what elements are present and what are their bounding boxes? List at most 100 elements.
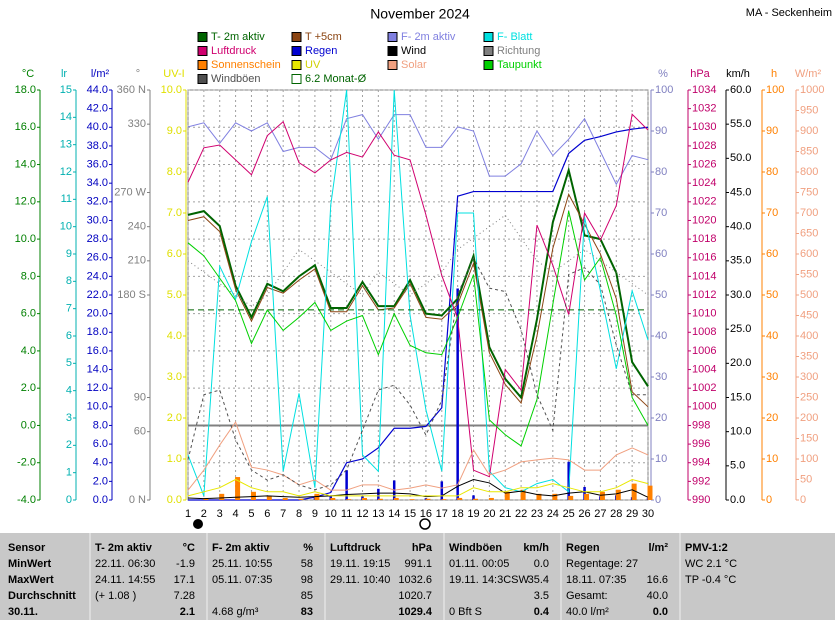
y-tick-label: 44.0: [87, 84, 108, 96]
column-header: F- 2m aktiv: [212, 542, 270, 554]
legend-label: T +5cm: [305, 31, 342, 43]
legend-label: Taupunkt: [497, 59, 542, 71]
y-tick-label: 8.0: [167, 166, 182, 178]
y-tick-label: 16.0: [15, 121, 36, 133]
y-tick-label: 2.0: [167, 412, 182, 424]
cell-value: 1020.7: [398, 590, 432, 602]
cell-value: 2.1: [180, 606, 195, 618]
stats-table: Sensor MinWert MaxWert Durchschnitt 30.11. T-…: [0, 533, 835, 620]
bar: [425, 498, 431, 500]
y-tick-label: 3.0: [167, 371, 182, 383]
cell-value: 16.6: [647, 574, 668, 586]
y-tick-label: 14.0: [87, 363, 108, 375]
y-tick-label: 10.0: [87, 401, 108, 413]
cell-value: 1029.4: [398, 606, 433, 618]
x-tick-label: 24: [547, 508, 559, 520]
y-tick-label: 15.0: [730, 391, 751, 403]
rain-total-line: [188, 126, 649, 501]
legend-label: F- Blatt: [497, 31, 532, 43]
y-tick-label: 10: [766, 453, 778, 465]
legend-label: 6.2 Monat-Ø: [305, 73, 367, 85]
bar: [536, 493, 542, 500]
series-line: [187, 89, 649, 497]
y-tick-label: 4: [66, 385, 72, 397]
y-tick-label: 1026: [692, 158, 716, 170]
y-tick-label: 70: [655, 207, 667, 219]
axis-unit: hPa: [690, 68, 710, 80]
bar: [409, 499, 415, 500]
series-line: [187, 113, 649, 478]
y-tick-label: 50: [655, 289, 667, 301]
y-tick-label: 20.0: [730, 357, 751, 369]
cell-value: 98: [301, 574, 313, 586]
y-tick-label: 90: [766, 125, 778, 137]
cell-text: 29.11. 10:40: [330, 574, 390, 586]
y-tick-label: 70: [766, 207, 778, 219]
y-tick-label: 100: [766, 84, 784, 96]
y-tick-label: 6.0: [93, 438, 108, 450]
bar: [488, 497, 494, 500]
y-tick-label: 55.0: [730, 118, 751, 130]
y-tick-label: 0.0: [730, 494, 745, 506]
x-tick-label: 5: [248, 508, 254, 520]
y-tick-label: 12.0: [15, 196, 36, 208]
cell-text: 40.0 l/m²: [566, 606, 609, 618]
column-header: Windböen: [449, 542, 502, 554]
y-tick-label: 0: [800, 494, 806, 506]
y-tick-label: 8.0: [93, 419, 108, 431]
y-tick-label: 100: [655, 84, 673, 96]
new-moon-icon: [193, 519, 203, 529]
x-tick-label: 13: [372, 508, 384, 520]
y-tick-label: 2: [66, 439, 72, 451]
legend-label: Richtung: [497, 45, 540, 57]
y-tick-label: 8: [66, 275, 72, 287]
y-tick-label: 10.0: [15, 233, 36, 245]
y-tick-label: 18.0: [87, 326, 108, 338]
axis-unit: UV-I: [163, 68, 184, 80]
y-tick-label: 5: [66, 357, 72, 369]
y-tick-label: 180 S: [117, 289, 146, 301]
x-tick-label: 4: [233, 508, 239, 520]
column-unit: %: [303, 542, 313, 554]
row-label: Sensor: [8, 542, 46, 554]
full-moon-icon: [419, 518, 431, 530]
y-tick-label: 11: [61, 193, 72, 205]
y-tick-label: 1032: [692, 103, 716, 115]
y-tick-label: 1000: [800, 84, 824, 96]
series-line: [187, 193, 649, 408]
bar: [583, 486, 586, 500]
y-tick-label: 80: [655, 166, 667, 178]
axis-unit: lr: [61, 68, 67, 80]
column-header: T- 2m aktiv: [95, 542, 153, 554]
y-tick-label: 6.0: [21, 308, 36, 320]
cell-value: 40.0: [647, 590, 668, 602]
cell-value: 0.0: [653, 606, 668, 618]
legend-swatch: [387, 32, 398, 42]
cell-text: 19.11. 19:15: [330, 558, 390, 570]
y-tick-label: 0: [66, 494, 72, 506]
legend-swatch: [483, 32, 494, 42]
y-tick-label: 20: [655, 412, 667, 424]
y-tick-label: 650: [800, 227, 818, 239]
cell-text: (+ 1.08 ): [95, 590, 136, 602]
x-tick-label: 29: [626, 508, 638, 520]
y-tick-label: 200: [800, 412, 818, 424]
bar: [599, 491, 605, 500]
legend-swatch: [387, 60, 398, 70]
cell-value: 1032.6: [398, 574, 432, 586]
column-header: Regen: [566, 542, 600, 554]
x-tick-label: 18: [452, 508, 464, 520]
y-tick-label: 1008: [692, 326, 716, 338]
y-tick-label: 0.0: [21, 419, 36, 431]
y-tick-label: 250: [800, 391, 818, 403]
y-tick-label: 13: [60, 139, 72, 151]
cell-value: 7.28: [174, 590, 195, 602]
y-tick-label: 240: [128, 221, 146, 233]
legend-label: Windböen: [211, 73, 261, 85]
bar: [282, 497, 288, 500]
y-tick-label: 100: [800, 453, 818, 465]
x-tick-label: 30: [642, 508, 654, 520]
bar: [584, 493, 590, 500]
x-tick-label: 16: [420, 508, 432, 520]
